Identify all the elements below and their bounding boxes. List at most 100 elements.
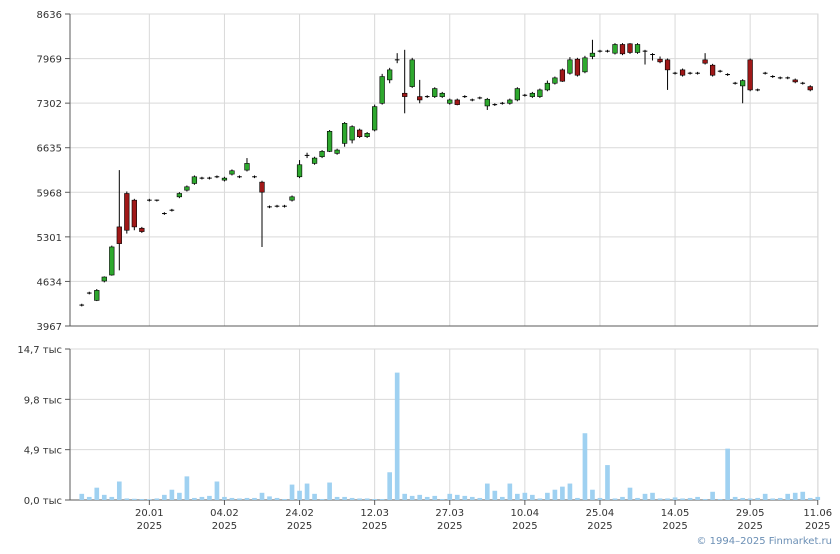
- candle: [124, 191, 130, 234]
- candle: [462, 95, 468, 98]
- candle-body: [574, 58, 581, 76]
- candle: [252, 175, 257, 179]
- copyright-text[interactable]: © 1994–2025 Finmarket.ru: [696, 536, 832, 547]
- volume-tick-label: 0,0 тыс: [24, 496, 62, 507]
- date-tick-label: 25.04: [586, 508, 615, 519]
- price-tick-label: 5301: [37, 233, 62, 244]
- volume-bar: [79, 493, 85, 500]
- candle: [274, 204, 280, 208]
- candle-body: [664, 59, 671, 71]
- volume-bar: [169, 489, 175, 500]
- candle: [522, 93, 528, 97]
- candle-body: [176, 193, 183, 198]
- volume-bar: [214, 481, 220, 500]
- volume-bar: [815, 496, 821, 500]
- candle: [379, 73, 385, 105]
- candle-body: [289, 196, 295, 201]
- candle: [552, 76, 558, 85]
- candle: [605, 49, 610, 53]
- candle-body: [409, 59, 415, 87]
- volume-bar: [372, 498, 377, 500]
- year-tick-label: 2025: [287, 521, 312, 532]
- volume-bar: [282, 498, 287, 500]
- candle-body: [259, 181, 265, 193]
- candle: [687, 71, 693, 75]
- candle: [417, 79, 423, 104]
- date-tick-label: 24.02: [285, 508, 314, 519]
- candle: [574, 57, 581, 77]
- volume-bar: [199, 496, 205, 500]
- candle: [349, 125, 355, 144]
- candle: [326, 130, 333, 153]
- candle: [514, 87, 520, 102]
- candle-body: [709, 64, 716, 76]
- candle-body: [364, 133, 370, 137]
- candle: [221, 176, 228, 182]
- volume-bar: [680, 498, 685, 500]
- volume-bar: [124, 498, 130, 500]
- date-tick-label: 14.05: [661, 508, 690, 519]
- candle: [116, 170, 122, 271]
- candle-body: [807, 86, 813, 91]
- candle: [664, 58, 671, 90]
- candle: [559, 68, 566, 82]
- volume-bar: [147, 499, 152, 500]
- volume-bar: [785, 493, 791, 500]
- price-tick-label: 8636: [37, 10, 62, 21]
- volume-bar: [755, 497, 761, 500]
- candle: [679, 68, 686, 77]
- candle: [147, 198, 152, 202]
- candle-body: [589, 52, 596, 57]
- candle: [544, 80, 551, 92]
- volume-bar: [379, 498, 385, 500]
- price-tick-label: 4634: [37, 277, 62, 288]
- candle: [439, 91, 445, 98]
- volume-bar: [222, 496, 227, 500]
- candle: [529, 91, 535, 98]
- volume-bar: [402, 493, 408, 500]
- candle: [507, 98, 513, 105]
- volume-bar: [740, 497, 745, 500]
- candle-body: [417, 96, 423, 101]
- candle-body: [657, 58, 663, 63]
- candle-body: [552, 77, 558, 84]
- candle: [619, 43, 626, 56]
- candle: [101, 276, 107, 283]
- candle: [131, 198, 137, 231]
- candle: [447, 98, 453, 105]
- candle-body: [109, 246, 115, 276]
- candle-body: [311, 157, 318, 164]
- volume-bar: [139, 498, 145, 500]
- volume-bar: [507, 483, 513, 500]
- year-tick-label: 2025: [212, 521, 237, 532]
- candle: [402, 49, 408, 114]
- candle-body: [124, 193, 130, 231]
- candle-body: [507, 99, 513, 104]
- candle-body: [740, 80, 746, 87]
- volume-bar: [597, 497, 603, 500]
- volume-bar: [409, 495, 415, 500]
- candle: [424, 95, 430, 98]
- volume-bar: [454, 494, 460, 500]
- volume-bar: [109, 496, 115, 500]
- candle-body: [537, 89, 543, 97]
- volume-bar: [387, 472, 393, 500]
- candle-body: [612, 44, 618, 54]
- volume-bar: [747, 498, 753, 500]
- volume-bar: [687, 497, 693, 500]
- volume-bar: [267, 496, 272, 500]
- volume-bar: [462, 495, 468, 500]
- volume-bar: [770, 498, 776, 500]
- volume-tick-label: 14,7 тыс: [17, 345, 62, 356]
- volume-bar: [116, 481, 122, 500]
- volume-bar: [131, 498, 137, 500]
- candle: [469, 98, 475, 102]
- candle: [777, 76, 783, 80]
- volume-tick-label: 9,8 тыс: [24, 395, 62, 406]
- volume-bar: [469, 496, 475, 500]
- date-tick-label: 20.01: [135, 508, 164, 519]
- candle-body: [191, 176, 198, 184]
- volume-bar: [552, 489, 558, 500]
- volume-bar: [732, 496, 738, 500]
